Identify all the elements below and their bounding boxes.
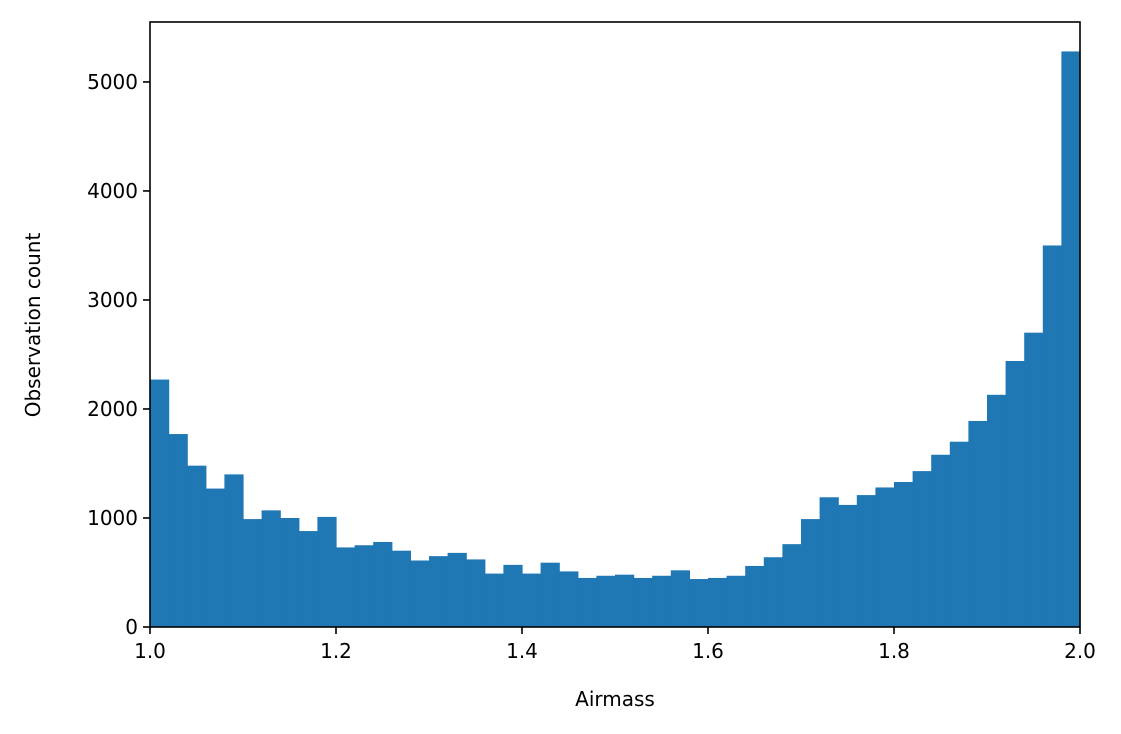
- histogram-bar: [1042, 245, 1062, 627]
- histogram-bar: [670, 570, 690, 627]
- histogram-bar: [224, 474, 244, 627]
- x-tick-label: 1.0: [134, 639, 166, 663]
- histogram-bar: [912, 471, 932, 627]
- x-axis-title: Airmass: [575, 687, 655, 711]
- y-axis-title: Observation count: [21, 233, 45, 418]
- histogram-bar: [261, 510, 281, 627]
- histogram-bar: [838, 504, 858, 627]
- histogram-bar: [298, 531, 318, 627]
- y-tick-label: 4000: [87, 179, 138, 203]
- histogram-bar: [540, 562, 560, 627]
- histogram-bar: [856, 495, 876, 627]
- histogram-bar: [1024, 332, 1044, 627]
- histogram-bar: [317, 516, 337, 627]
- histogram-bar: [503, 564, 523, 627]
- histogram-bar: [391, 550, 411, 627]
- histogram-bar: [726, 575, 746, 627]
- x-tick-label: 1.4: [506, 639, 538, 663]
- histogram-bar: [949, 441, 969, 627]
- histogram-bars: [150, 51, 1081, 627]
- histogram-bar: [243, 519, 263, 627]
- histogram-bar: [615, 574, 635, 627]
- histogram-bar: [745, 565, 765, 627]
- histogram-bar: [466, 559, 486, 627]
- histogram-bar: [633, 577, 653, 627]
- plot-frame: [149, 21, 1081, 628]
- histogram-bar: [689, 579, 709, 627]
- histogram-bar: [354, 545, 374, 627]
- histogram-bar: [168, 434, 188, 627]
- x-tick-label: 2.0: [1064, 639, 1096, 663]
- histogram-bar: [819, 497, 839, 627]
- histogram-bar: [894, 482, 914, 627]
- x-tick-label: 1.6: [692, 639, 724, 663]
- histogram-bar: [596, 575, 616, 627]
- histogram-bar: [782, 544, 802, 627]
- histogram-bar: [559, 571, 579, 627]
- y-tick-label: 1000: [87, 506, 138, 530]
- histogram-bar: [484, 573, 504, 627]
- histogram-bar: [931, 454, 951, 627]
- histogram-bar: [1061, 51, 1081, 627]
- histogram-bar: [1005, 361, 1025, 627]
- histogram-bar: [763, 557, 783, 627]
- x-axis-ticks: 1.0 1.2 1.4 1.6 1.8 2.0: [134, 627, 1096, 663]
- histogram-bar: [410, 560, 430, 627]
- y-tick-label: 5000: [87, 70, 138, 94]
- histogram-bar: [801, 519, 821, 627]
- y-tick-label: 3000: [87, 288, 138, 312]
- histogram-bar: [987, 394, 1007, 627]
- histogram-bar: [187, 465, 207, 627]
- histogram-bar: [429, 556, 449, 627]
- y-axis-ticks: 0 1000 2000 3000 4000 5000: [87, 70, 150, 639]
- histogram-bar: [336, 547, 356, 627]
- histogram-bar: [577, 577, 597, 627]
- histogram-bar: [968, 420, 988, 627]
- histogram-bar: [708, 577, 728, 627]
- y-tick-label: 2000: [87, 397, 138, 421]
- histogram-bar: [373, 541, 393, 627]
- histogram-bar: [447, 552, 467, 627]
- x-tick-label: 1.2: [320, 639, 352, 663]
- histogram-bar: [205, 488, 225, 627]
- histogram-bar: [522, 573, 542, 627]
- histogram-bar: [652, 575, 672, 627]
- histogram-bar: [875, 487, 895, 627]
- histogram-bar: [280, 517, 300, 627]
- histogram-bar: [150, 379, 170, 627]
- x-tick-label: 1.8: [878, 639, 910, 663]
- y-tick-label: 0: [125, 615, 138, 639]
